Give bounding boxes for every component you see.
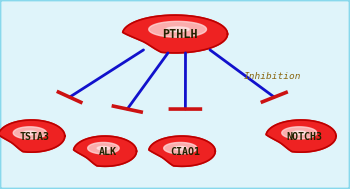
Polygon shape xyxy=(164,143,197,154)
Polygon shape xyxy=(13,127,47,139)
Polygon shape xyxy=(166,27,189,32)
Polygon shape xyxy=(0,120,65,152)
Polygon shape xyxy=(292,131,306,135)
Text: ALK: ALK xyxy=(99,147,117,157)
Polygon shape xyxy=(149,21,206,37)
Text: PTHLH: PTHLH xyxy=(162,29,198,41)
Polygon shape xyxy=(149,136,215,166)
Text: CIAO1: CIAO1 xyxy=(170,147,200,157)
Polygon shape xyxy=(174,146,187,150)
Polygon shape xyxy=(123,15,228,53)
Polygon shape xyxy=(282,127,317,139)
Polygon shape xyxy=(23,131,36,135)
Polygon shape xyxy=(97,146,110,150)
Text: Inhibition: Inhibition xyxy=(243,72,301,81)
Text: NOTCH3: NOTCH3 xyxy=(287,132,322,142)
Polygon shape xyxy=(266,120,336,152)
Text: TSTA3: TSTA3 xyxy=(20,132,50,142)
Polygon shape xyxy=(74,136,136,166)
Polygon shape xyxy=(88,143,119,154)
